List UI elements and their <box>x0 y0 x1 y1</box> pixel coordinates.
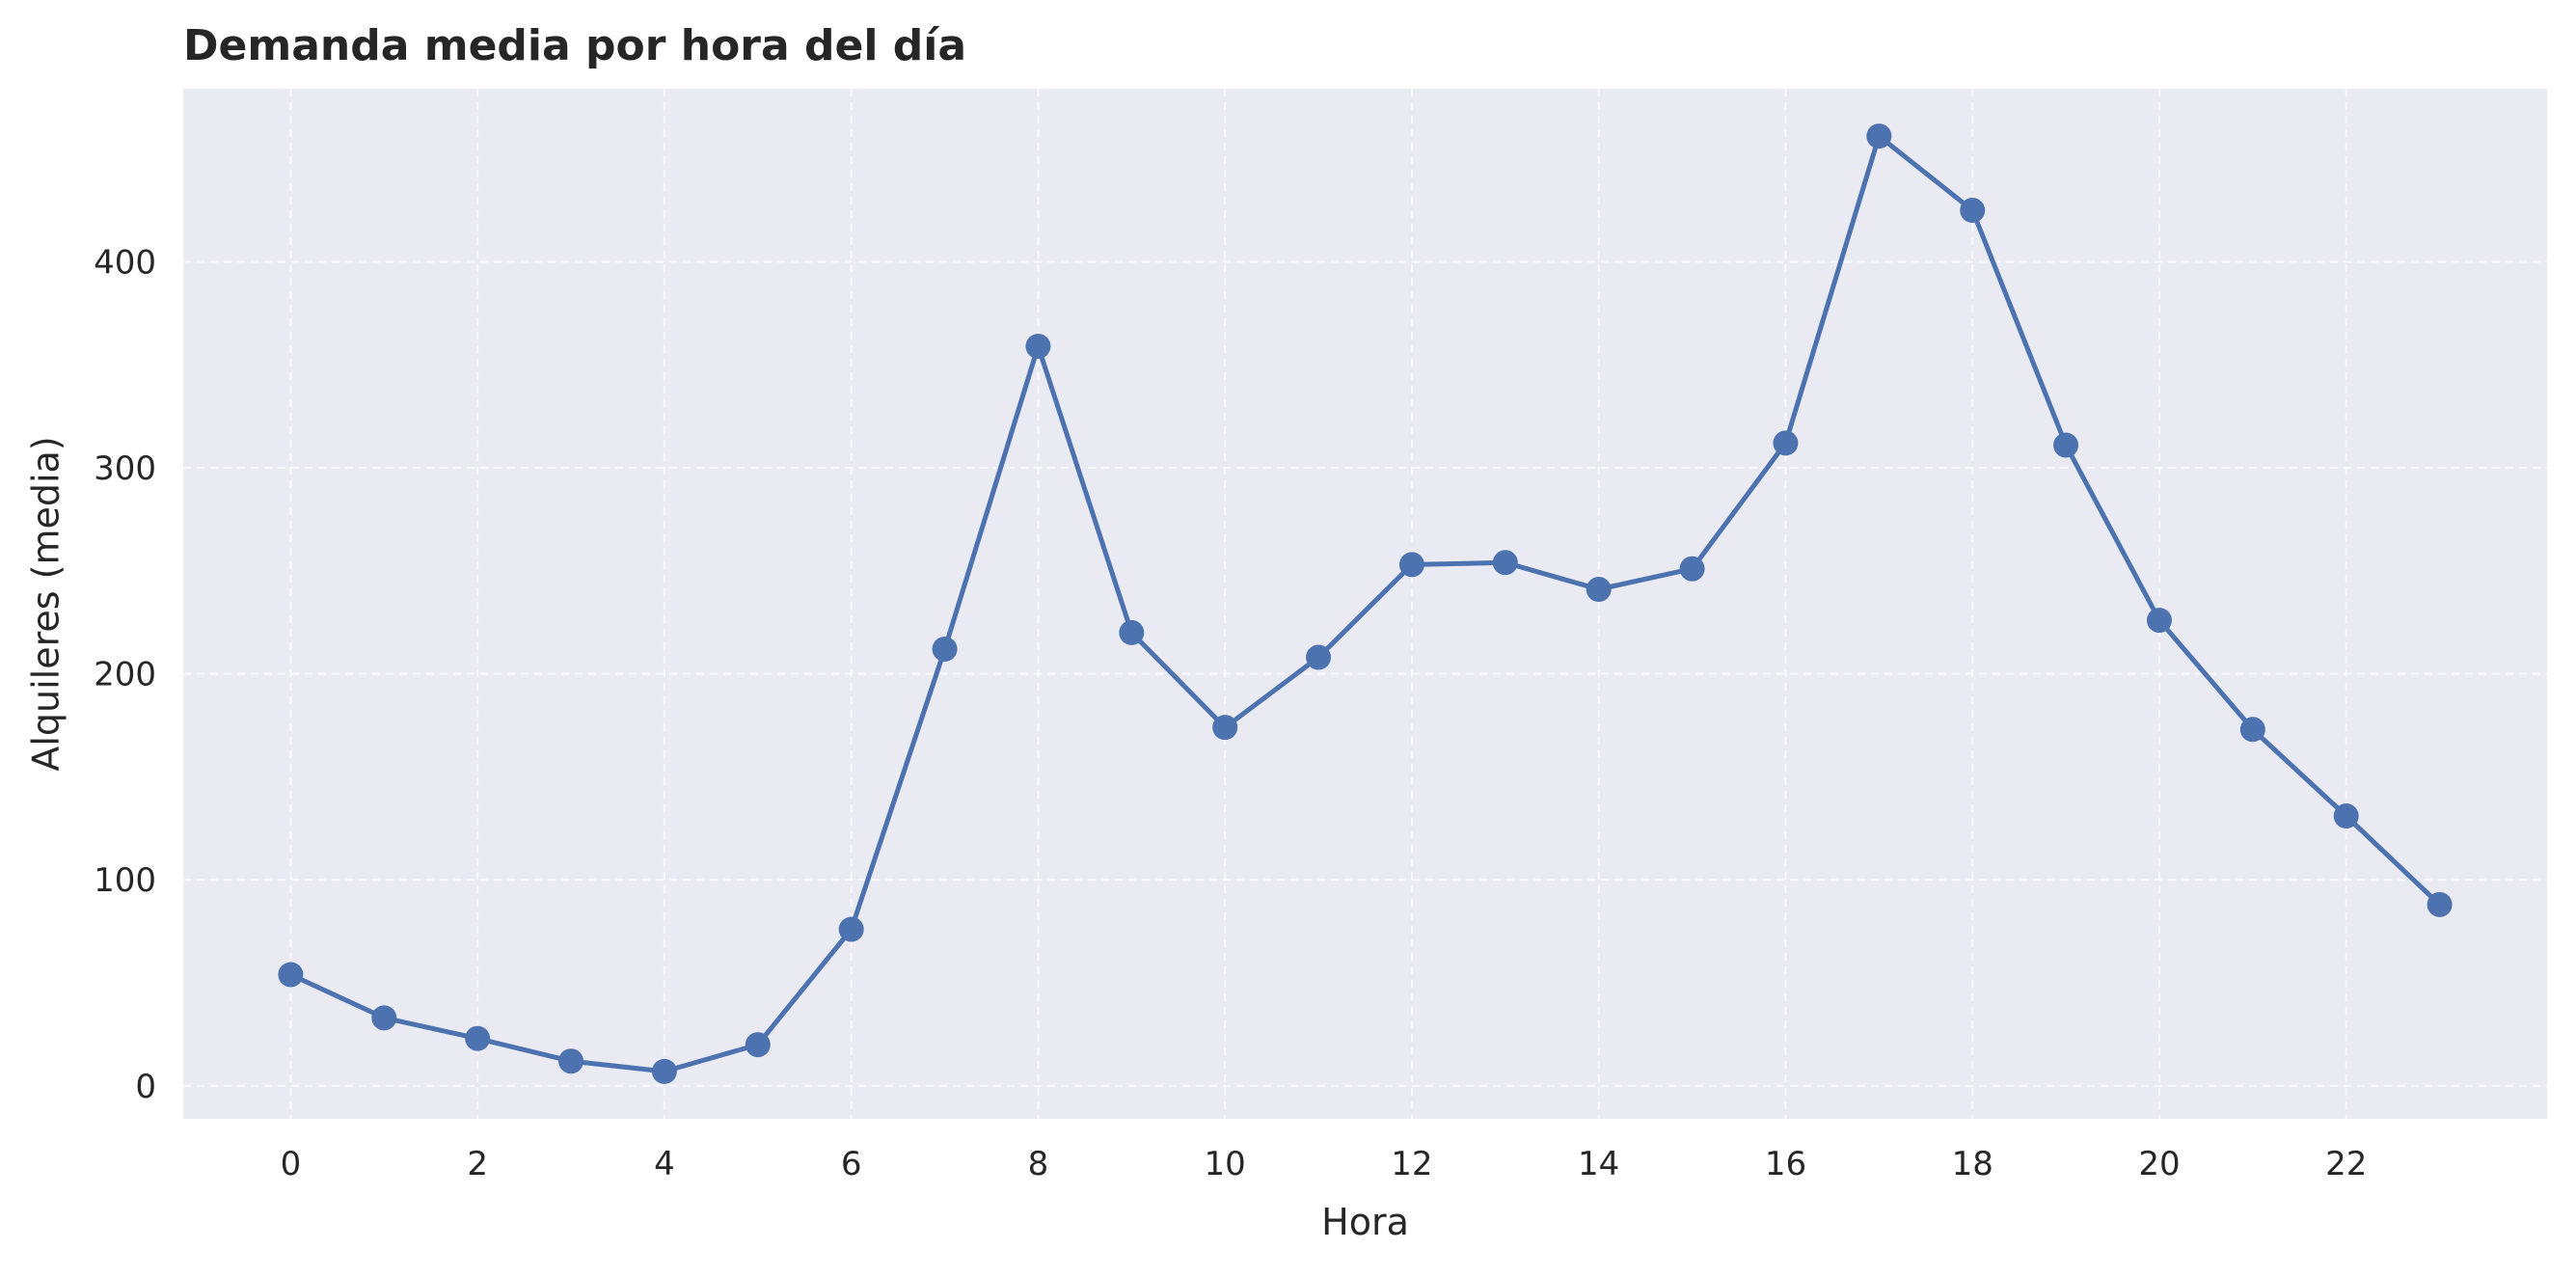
data-point <box>1773 430 1799 456</box>
data-point <box>1866 123 1892 149</box>
x-tick-label: 16 <box>1765 1145 1806 1183</box>
x-tick-label: 14 <box>1578 1145 1619 1183</box>
x-tick-label: 4 <box>654 1145 675 1183</box>
data-point <box>371 1005 397 1031</box>
y-tick-label: 400 <box>94 243 156 282</box>
data-point <box>2239 717 2265 743</box>
x-axis-label: Hora <box>1321 1201 1409 1243</box>
data-point <box>838 916 864 942</box>
data-point <box>2333 803 2359 829</box>
x-tick-label: 22 <box>2325 1145 2367 1183</box>
y-tick-label: 300 <box>94 449 156 488</box>
data-point <box>558 1048 584 1074</box>
data-point <box>1119 619 1145 645</box>
data-point <box>932 636 958 662</box>
data-points <box>278 123 2453 1084</box>
chart-title: Demanda media por hora del día <box>183 21 966 70</box>
data-point <box>1398 552 1424 578</box>
data-point <box>1306 644 1332 670</box>
x-tick-label: 18 <box>1952 1145 1993 1183</box>
data-point <box>1586 577 1612 603</box>
series-line <box>287 133 2443 1074</box>
data-point <box>651 1058 677 1084</box>
data-point <box>278 962 304 988</box>
data-point <box>2053 432 2079 458</box>
x-tick-label: 2 <box>467 1145 488 1183</box>
x-tick-label: 12 <box>1391 1145 1432 1183</box>
data-point <box>2146 608 2172 634</box>
x-tick-label: 0 <box>281 1145 302 1183</box>
x-tick-labels: 0 2 4 6 8 10 12 14 16 18 20 22 <box>281 1145 2368 1183</box>
x-tick-label: 6 <box>841 1145 862 1183</box>
data-point <box>465 1025 491 1051</box>
data-point <box>2427 891 2453 917</box>
data-point <box>745 1032 771 1058</box>
y-tick-label: 0 <box>135 1068 156 1106</box>
x-tick-label: 20 <box>2138 1145 2180 1183</box>
data-point <box>1025 334 1051 359</box>
data-point <box>1679 556 1705 582</box>
grid-lines <box>183 89 2547 1119</box>
y-axis-label: Alquileres (media) <box>25 436 68 771</box>
data-point <box>1212 715 1238 741</box>
data-point <box>1960 198 1986 224</box>
x-tick-label: 10 <box>1205 1145 1246 1183</box>
plot-area <box>183 89 2547 1119</box>
x-tick-label: 8 <box>1028 1145 1049 1183</box>
y-tick-labels: 0 100 200 300 400 <box>94 243 156 1105</box>
data-point <box>1492 550 1518 576</box>
y-tick-label: 100 <box>94 861 156 900</box>
y-tick-label: 200 <box>94 656 156 694</box>
